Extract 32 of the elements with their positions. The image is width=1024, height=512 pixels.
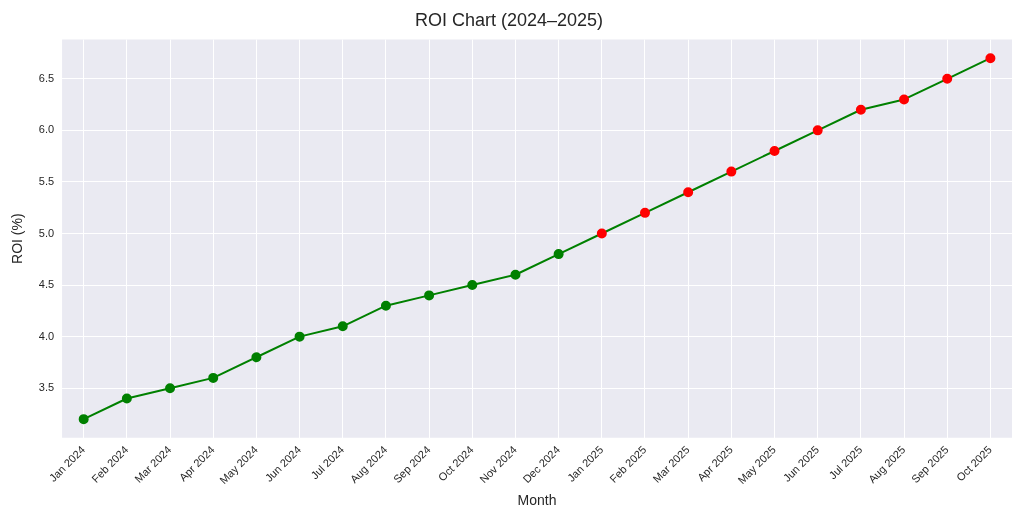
- point: [294, 331, 305, 342]
- y-tick-label: 4.5: [38, 278, 55, 291]
- point: [467, 280, 478, 291]
- point: [726, 166, 737, 177]
- point: [78, 414, 89, 425]
- point: [208, 372, 219, 383]
- y-tick-label: 6.0: [38, 123, 55, 136]
- x-axis-title: Month: [517, 492, 557, 509]
- point: [251, 352, 262, 363]
- y-tick-label: 4.0: [38, 329, 55, 342]
- y-tick-label: 5.5: [38, 174, 55, 187]
- point: [899, 94, 910, 105]
- point: [510, 269, 521, 280]
- point: [337, 321, 348, 332]
- y-axis-title: ROI (%): [9, 213, 26, 264]
- point: [812, 125, 823, 136]
- point: [942, 73, 953, 84]
- chart-title: ROI Chart (2024–2025): [414, 9, 604, 30]
- point: [596, 228, 607, 239]
- point: [769, 145, 780, 156]
- point: [683, 187, 694, 198]
- point: [553, 249, 564, 260]
- point: [639, 207, 650, 218]
- y-tick-label: 6.5: [38, 71, 55, 84]
- point: [985, 53, 996, 64]
- y-tick-label: 3.5: [38, 381, 55, 394]
- y-tick-label: 5.0: [38, 226, 55, 239]
- point: [424, 290, 435, 301]
- point: [121, 393, 132, 404]
- point: [165, 383, 176, 394]
- point: [380, 300, 391, 311]
- point: [855, 104, 866, 115]
